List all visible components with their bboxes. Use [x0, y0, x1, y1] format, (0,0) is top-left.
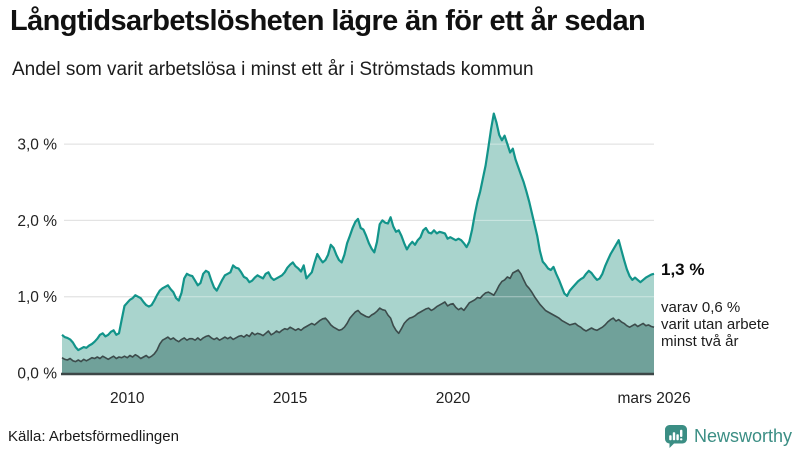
page-subtitle: Andel som varit arbetslösa i minst ett å…: [12, 59, 534, 80]
series-area-2: [62, 270, 654, 373]
x-axis-tick-label: 2015: [273, 390, 307, 407]
end-value-label: 1,3 %: [661, 260, 705, 279]
source-note: Källa: Arbetsförmedlingen: [8, 428, 179, 445]
x-axis-tick-label: mars 2026: [617, 390, 690, 407]
end-sub-label-line2: varit utan arbete: [661, 316, 770, 333]
x-axis-tick-label: 2020: [436, 390, 471, 407]
end-sub-label-line3: minst två år: [661, 333, 739, 350]
y-axis-tick-label: 3,0 %: [17, 137, 57, 154]
y-axis-tick-label: 1,0 %: [17, 289, 57, 306]
end-sub-label-line1: varav 0,6 %: [661, 299, 741, 316]
brand-logo: Newsworthy: [664, 424, 792, 449]
newsworthy-logo-icon: [664, 425, 687, 448]
area-chart: 3,0 % 2,0 % 1,0 % 0,0 % 2010 2015 2020 mars 202…: [17, 112, 691, 407]
page-title: Långtidsarbetslösheten lägre än för ett …: [10, 5, 646, 37]
series-line-2: [61, 269, 655, 363]
end-sub-label: varav 0,6 % varit utan arbete minst två …: [661, 299, 769, 350]
series-line-1: [61, 112, 655, 352]
x-axis-tick-label: 2010: [110, 390, 145, 407]
brand-name: Newsworthy: [693, 426, 792, 446]
y-axis-tick-label: 0,0 %: [17, 366, 57, 383]
y-axis-tick-label: 2,0 %: [17, 213, 57, 230]
